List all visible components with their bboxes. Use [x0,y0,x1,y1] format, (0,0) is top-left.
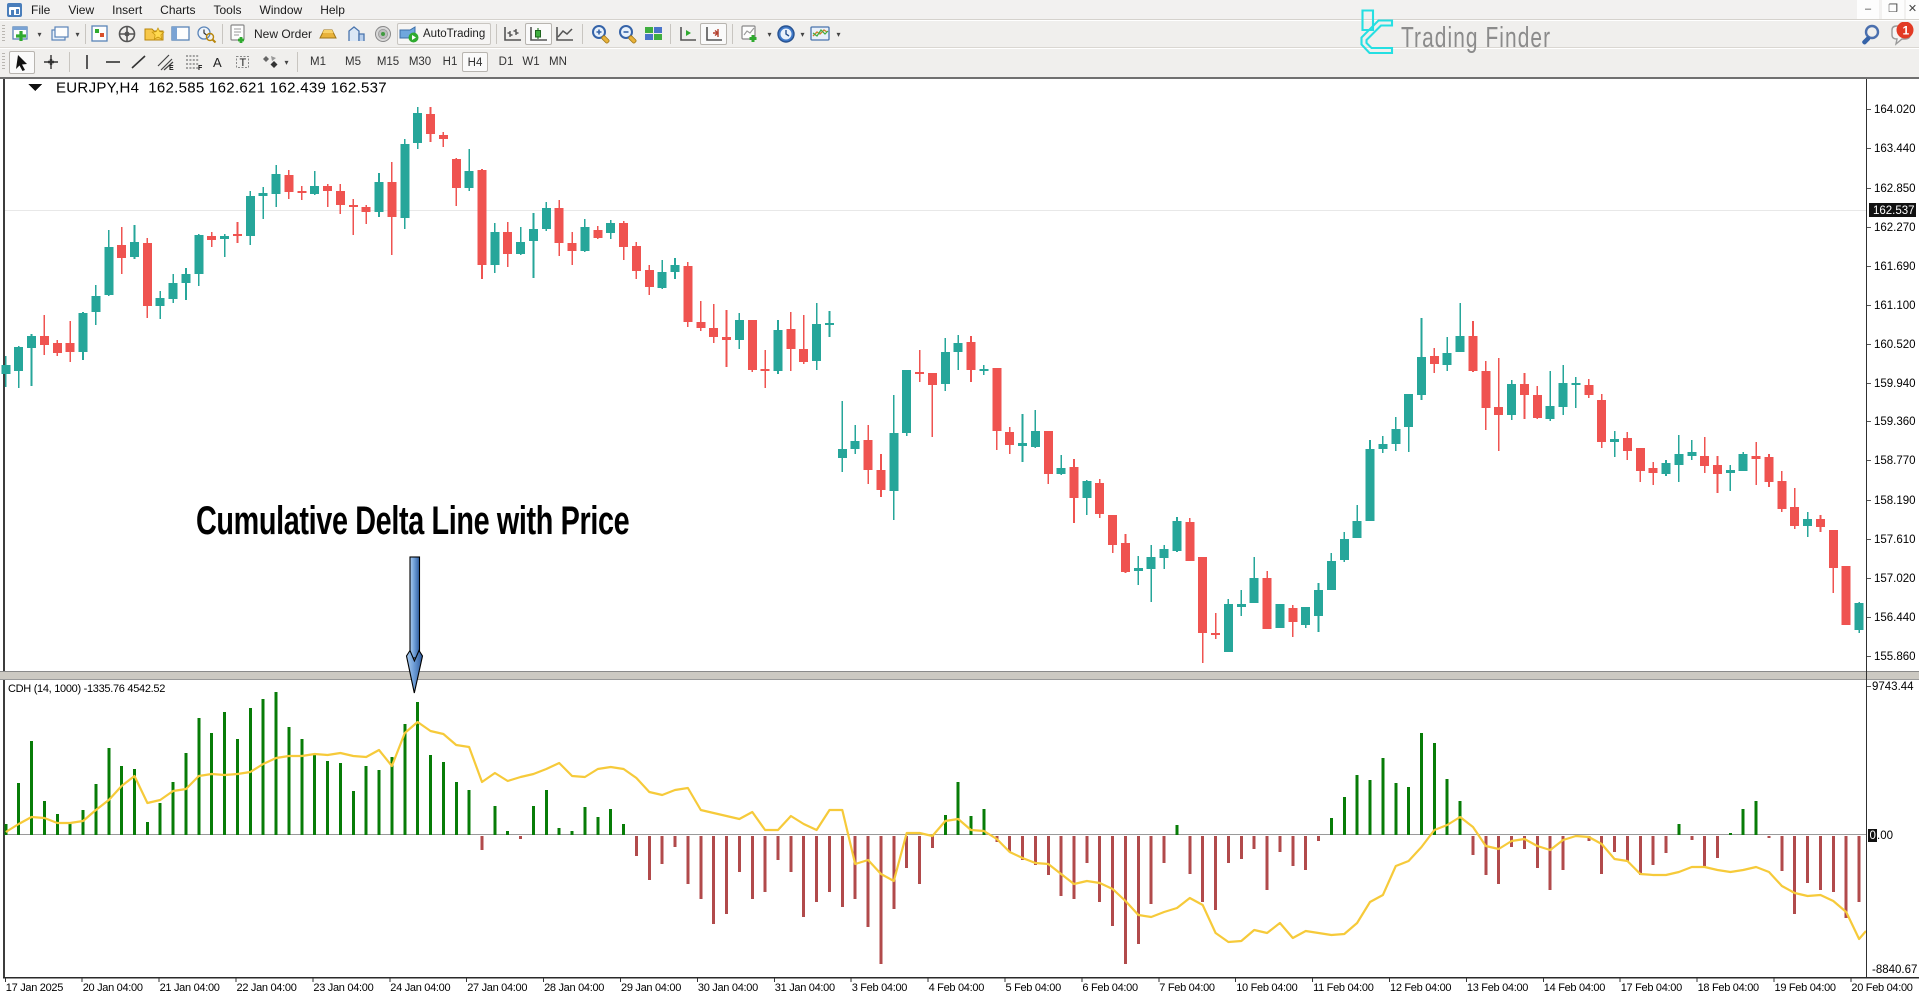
svg-text:CDH (14, 1000) -1335.76 4542.5: CDH (14, 1000) -1335.76 4542.52 [8,683,165,695]
svg-text:28 Jan 04:00: 28 Jan 04:00 [544,982,604,994]
svg-text:17 Jan 2025: 17 Jan 2025 [6,982,63,994]
svg-text:155.860: 155.860 [1874,651,1916,663]
svg-text:20 Feb 04:00: 20 Feb 04:00 [1851,982,1912,994]
svg-text:0: 0 [1870,830,1876,842]
svg-text:21 Jan 04:00: 21 Jan 04:00 [160,982,220,994]
svg-text:EURJPY,H4 162.585 162.621 162: EURJPY,H4 162.585 162.621 162.439 162.53… [56,80,387,97]
svg-text:158.770: 158.770 [1874,455,1916,467]
svg-text:4 Feb 04:00: 4 Feb 04:00 [929,982,985,994]
svg-text:22 Jan 04:00: 22 Jan 04:00 [237,982,297,994]
svg-text:11 Feb 04:00: 11 Feb 04:00 [1313,982,1374,994]
svg-text:1: 1 [1903,24,1910,38]
svg-text:E: E [169,65,174,71]
svg-text:163.440: 163.440 [1874,143,1916,155]
svg-text:159.360: 159.360 [1874,416,1916,428]
svg-text:F: F [198,65,203,71]
svg-text:T: T [240,57,247,69]
svg-text:157.610: 157.610 [1874,534,1916,546]
svg-text:.00: .00 [1877,830,1893,842]
svg-text:7 Feb 04:00: 7 Feb 04:00 [1159,982,1215,994]
svg-text:20 Jan 04:00: 20 Jan 04:00 [83,982,143,994]
svg-text:13 Feb 04:00: 13 Feb 04:00 [1467,982,1528,994]
svg-text:158.190: 158.190 [1874,495,1916,507]
svg-text:164.020: 164.020 [1874,104,1916,116]
svg-text:5 Feb 04:00: 5 Feb 04:00 [1006,982,1062,994]
svg-text:156.440: 156.440 [1874,612,1916,624]
svg-text:30 Jan 04:00: 30 Jan 04:00 [698,982,758,994]
svg-text:23 Jan 04:00: 23 Jan 04:00 [313,982,373,994]
svg-text:Cumulative Delta Line with Pri: Cumulative Delta Line with Price [196,498,629,543]
svg-text:27 Jan 04:00: 27 Jan 04:00 [467,982,527,994]
svg-text:157.020: 157.020 [1874,573,1916,585]
svg-text:18 Feb 04:00: 18 Feb 04:00 [1698,982,1759,994]
svg-text:14 Feb 04:00: 14 Feb 04:00 [1544,982,1605,994]
svg-text:162.850: 162.850 [1874,183,1916,195]
svg-text:A: A [213,55,222,70]
svg-text:19 Feb 04:00: 19 Feb 04:00 [1775,982,1836,994]
svg-text:160.520: 160.520 [1874,339,1916,351]
svg-text:3 Feb 04:00: 3 Feb 04:00 [852,982,908,994]
svg-text:162.537: 162.537 [1873,205,1915,217]
svg-text:24 Jan 04:00: 24 Jan 04:00 [390,982,450,994]
svg-text:9743.44: 9743.44 [1872,681,1914,693]
svg-text:161.100: 161.100 [1874,300,1916,312]
svg-text:17 Feb 04:00: 17 Feb 04:00 [1621,982,1682,994]
svg-text:159.940: 159.940 [1874,378,1916,390]
svg-text:6 Feb 04:00: 6 Feb 04:00 [1082,982,1138,994]
svg-text:162.270: 162.270 [1874,222,1916,234]
svg-text:10 Feb 04:00: 10 Feb 04:00 [1236,982,1297,994]
svg-text:161.690: 161.690 [1874,261,1916,273]
svg-text:31 Jan 04:00: 31 Jan 04:00 [775,982,835,994]
svg-text:12 Feb 04:00: 12 Feb 04:00 [1390,982,1451,994]
svg-text:29 Jan 04:00: 29 Jan 04:00 [621,982,681,994]
svg-text:-8840.67: -8840.67 [1872,964,1917,976]
